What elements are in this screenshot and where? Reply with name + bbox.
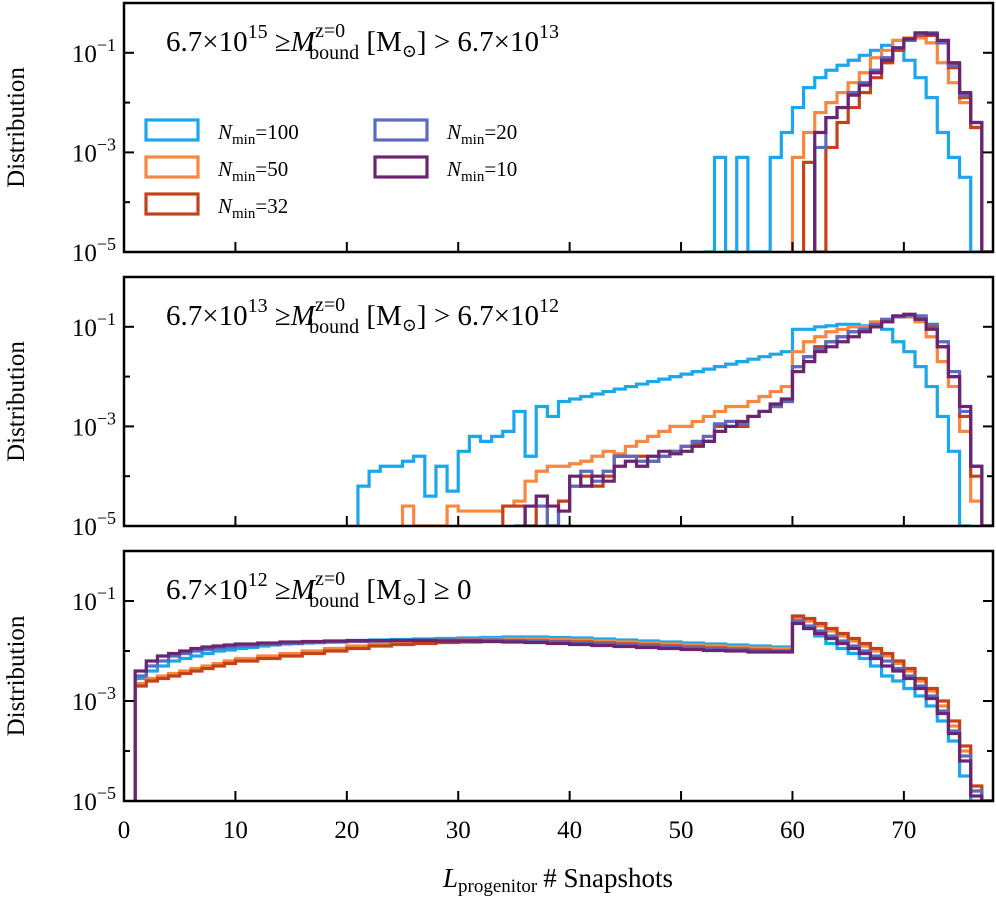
y-tick-label: 10−5 — [72, 508, 116, 541]
series-n_min-32-line — [802, 33, 993, 252]
x-tick-label: 60 — [780, 817, 805, 844]
panel-frame — [122, 275, 995, 528]
series-group — [133, 614, 993, 801]
legend-label: Nmin=32 — [217, 194, 288, 222]
panel-title: 6.7×1012 ≥Mz=0 bound [M⊙] ≥ 0 — [166, 568, 472, 612]
legend-label: Nmin=10 — [446, 157, 517, 185]
legend-swatch — [144, 192, 200, 216]
series-n_min-100-line — [703, 43, 982, 252]
panel-title: 6.7×1013 ≥Mz=0 bound [M⊙] > 6.7×1012 — [166, 294, 559, 338]
x-axis-tick-labels: 0 10 20 30 40 50 60 70 — [118, 817, 917, 844]
series-n_min-20-line — [133, 619, 993, 801]
x-tick-label: 0 — [118, 817, 131, 844]
x-tick-label: 20 — [334, 817, 359, 844]
panel-frame — [122, 549, 995, 803]
panel-3: 10−5 10−3 10−1 6.7×1012 ≥Mz=0 bound [M⊙] ≥ 0… — [3, 549, 995, 816]
x-tick-label: 50 — [669, 817, 694, 844]
legend-swatch — [373, 118, 429, 142]
series-n_min-100-line — [356, 322, 971, 526]
panels-group: 10−5 10−3 10−1 6.7×1015 ≥Mz=0 bound [M⊙] > 6… — [3, 1, 995, 816]
y-tick-label: 10−3 — [72, 683, 116, 716]
legend-label: Nmin=100 — [217, 120, 299, 148]
series-group — [356, 312, 993, 526]
legend-entry: Nmin=50 — [144, 155, 288, 185]
series-group — [703, 31, 993, 252]
legend-entry: Nmin=32 — [144, 192, 288, 222]
panel-1: 10−5 10−3 10−1 6.7×1015 ≥Mz=0 bound [M⊙] > 6… — [3, 1, 995, 267]
series-n_min-100-line — [133, 619, 982, 801]
series-n_min-10-line — [813, 31, 993, 252]
legend-entry: Nmin=10 — [373, 155, 517, 185]
legend-swatch — [373, 155, 429, 179]
y-tick-label: 10−3 — [72, 408, 116, 441]
y-tick-label: 10−3 — [72, 134, 116, 167]
y-axis-label: Distribution — [3, 615, 30, 736]
series-n_min-10-line — [523, 312, 993, 526]
series-n_min-20-line — [513, 314, 993, 526]
y-axis-label: Distribution — [3, 67, 30, 188]
panel-2: 10−5 10−3 10−1 6.7×1013 ≥Mz=0 bound [M⊙] > 6… — [3, 275, 995, 541]
panel-frame — [122, 1, 995, 254]
x-tick-label: 70 — [891, 817, 916, 844]
y-tick-label: 10−5 — [72, 234, 116, 267]
legend-label: Nmin=50 — [217, 157, 288, 185]
series-n_min-10-line — [133, 621, 993, 801]
legend-swatch — [144, 118, 200, 142]
legend-swatch — [144, 155, 200, 179]
x-tick-label: 30 — [446, 817, 471, 844]
y-tick-label: 10−5 — [72, 783, 116, 816]
legend: Nmin=100 Nmin=50 Nmin=32 Nmin=20 Nmin=10 — [144, 118, 517, 222]
series-n_min-50-line — [790, 36, 993, 252]
y-tick-label: 10−1 — [72, 309, 116, 342]
legend-label: Nmin=20 — [446, 120, 517, 148]
panel-title: 6.7×1015 ≥Mz=0 bound [M⊙] > 6.7×1013 — [166, 20, 559, 64]
legend-entry: Nmin=100 — [144, 118, 299, 148]
y-tick-label: 10−1 — [72, 35, 116, 68]
x-tick-label: 40 — [557, 817, 582, 844]
y-tick-label: 10−1 — [72, 583, 116, 616]
y-axis-label: Distribution — [3, 341, 30, 462]
legend-entry: Nmin=20 — [373, 118, 517, 148]
x-axis-label: Lprogenitor # Snapshots — [442, 863, 673, 897]
x-tick-label: 10 — [223, 817, 248, 844]
